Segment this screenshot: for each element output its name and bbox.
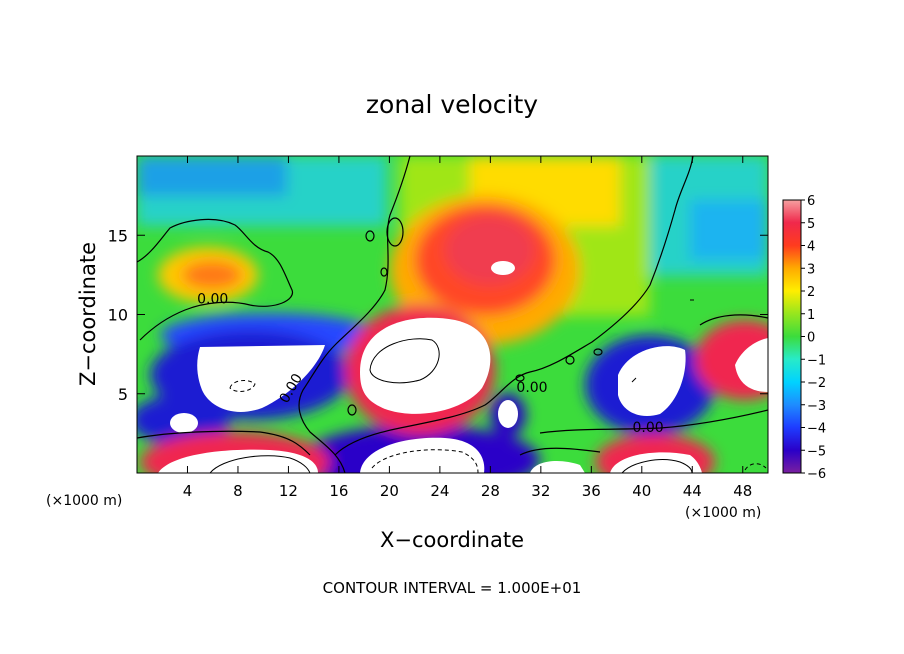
x-tick-label: 16 — [329, 482, 348, 500]
x-tick-label: 28 — [481, 482, 500, 500]
colorbar-tick-label: −5 — [807, 444, 826, 459]
y-tick-label: 10 — [108, 306, 128, 325]
colorbar: 6 5 4 3 2 1 0 −1 −2 −3 −4 −5 −6 — [782, 194, 826, 482]
contour-label: 0.00 — [633, 420, 664, 436]
colorbar-tick-label: −3 — [807, 399, 826, 414]
colorbar-tick-label: 5 — [807, 217, 815, 232]
y-axis-label: Z−coordinate — [76, 242, 100, 386]
x-tick-label: 40 — [632, 482, 651, 500]
colorbar-ticks: 6 5 4 3 2 1 0 −1 −2 −3 −4 −5 −6 — [801, 194, 826, 482]
x-tick-label: 32 — [531, 482, 550, 500]
x-tick-label: 8 — [233, 482, 243, 500]
colorbar-tick-label: −6 — [807, 467, 826, 482]
colorbar-gradient — [782, 199, 802, 474]
colorbar-tick-label: 6 — [807, 194, 815, 209]
x-tick-label: 48 — [733, 482, 752, 500]
colorbar-tick-label: 4 — [807, 240, 815, 255]
x-tick-label: 4 — [183, 482, 193, 500]
colorbar-tick-label: 3 — [807, 262, 815, 277]
colorbar-tick-label: −1 — [807, 353, 826, 368]
contour-label: 0.00 — [516, 380, 547, 396]
x-tick-label: 24 — [430, 482, 449, 500]
x-tick-label: 20 — [380, 482, 399, 500]
x-tick-label: 44 — [683, 482, 702, 500]
x-tick-label: 12 — [279, 482, 298, 500]
y-axis: 5 10 15 — [108, 226, 768, 404]
contour-interval-note: CONTOUR INTERVAL = 1.000E+01 — [323, 579, 582, 597]
y-tick-label: 5 — [118, 385, 128, 404]
contour-label: 0.00 — [197, 291, 228, 307]
colorbar-tick-label: 1 — [807, 308, 815, 323]
plot-area: 0.000.00 0.000.00 4 8 12 16 20 24 28 32 36 40 44 48 … — [108, 155, 769, 500]
y-tick-label: 15 — [108, 226, 128, 245]
colorbar-tick-label: 0 — [807, 331, 815, 346]
colorbar-tick-label: 2 — [807, 285, 815, 300]
x-axis-label: X−coordinate — [380, 528, 524, 552]
chart-title: zonal velocity — [366, 90, 538, 119]
saturated-regions — [158, 261, 768, 473]
x-tick-label: 36 — [582, 482, 601, 500]
x-unit-left: (×1000 m) — [46, 493, 122, 509]
inner-contours — [209, 299, 767, 473]
zero-contours — [137, 156, 768, 473]
colorbar-tick-label: −2 — [807, 376, 826, 391]
colorbar-tick-label: −4 — [807, 422, 826, 437]
x-unit-right: (×1000 m) — [685, 505, 761, 521]
x-axis: 4 8 12 16 20 24 28 32 36 40 44 48 — [183, 156, 752, 500]
